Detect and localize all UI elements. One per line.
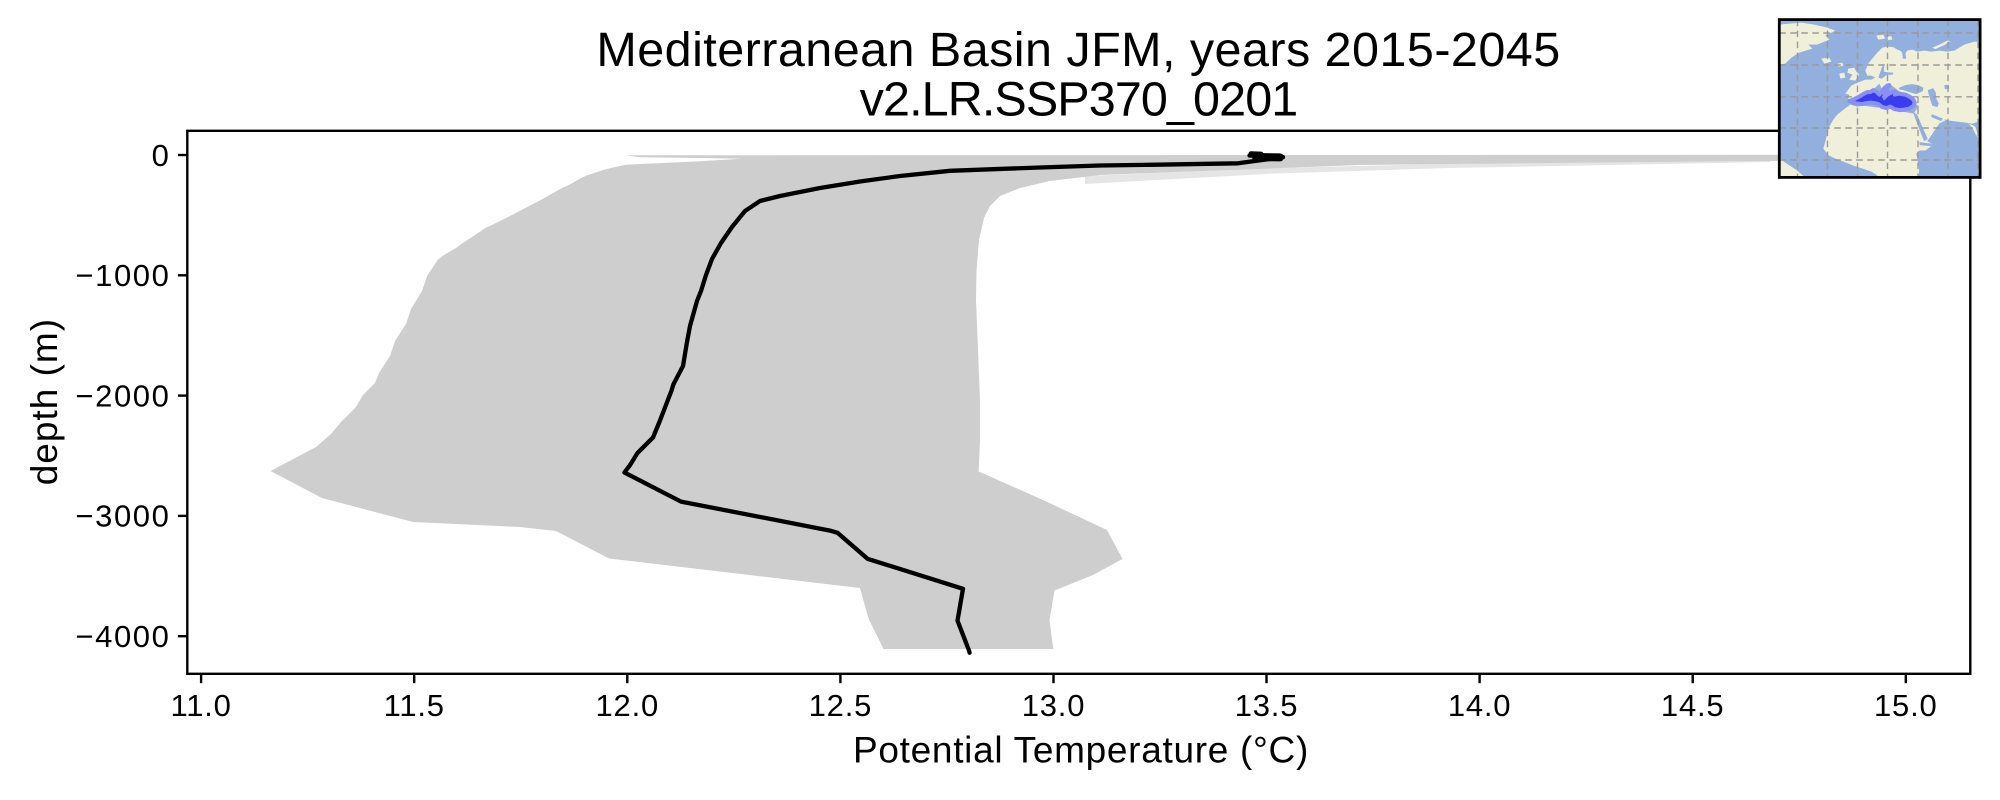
svg-text:14.0: 14.0: [1448, 688, 1512, 723]
svg-text:13.0: 13.0: [1022, 688, 1086, 723]
svg-text:−4000: −4000: [75, 619, 170, 654]
svg-text:depth (m): depth (m): [24, 318, 65, 485]
svg-text:−3000: −3000: [75, 499, 170, 534]
svg-text:11.0: 11.0: [170, 688, 231, 723]
svg-text:12.0: 12.0: [596, 688, 660, 723]
svg-text:15.0: 15.0: [1874, 688, 1938, 723]
svg-text:0: 0: [152, 138, 171, 173]
svg-text:−1000: −1000: [75, 258, 170, 293]
svg-text:−2000: −2000: [75, 378, 170, 413]
svg-text:11.5: 11.5: [384, 688, 445, 723]
svg-text:Mediterranean Basin JFM, years: Mediterranean Basin JFM, years 2015-2045: [596, 23, 1560, 77]
svg-text:12.5: 12.5: [809, 688, 873, 723]
svg-text:v2.LR.SSP370_0201: v2.LR.SSP370_0201: [860, 72, 1298, 126]
svg-text:13.5: 13.5: [1235, 688, 1299, 723]
svg-text:Potential Temperature (°C): Potential Temperature (°C): [853, 730, 1309, 771]
svg-text:14.5: 14.5: [1661, 688, 1725, 723]
